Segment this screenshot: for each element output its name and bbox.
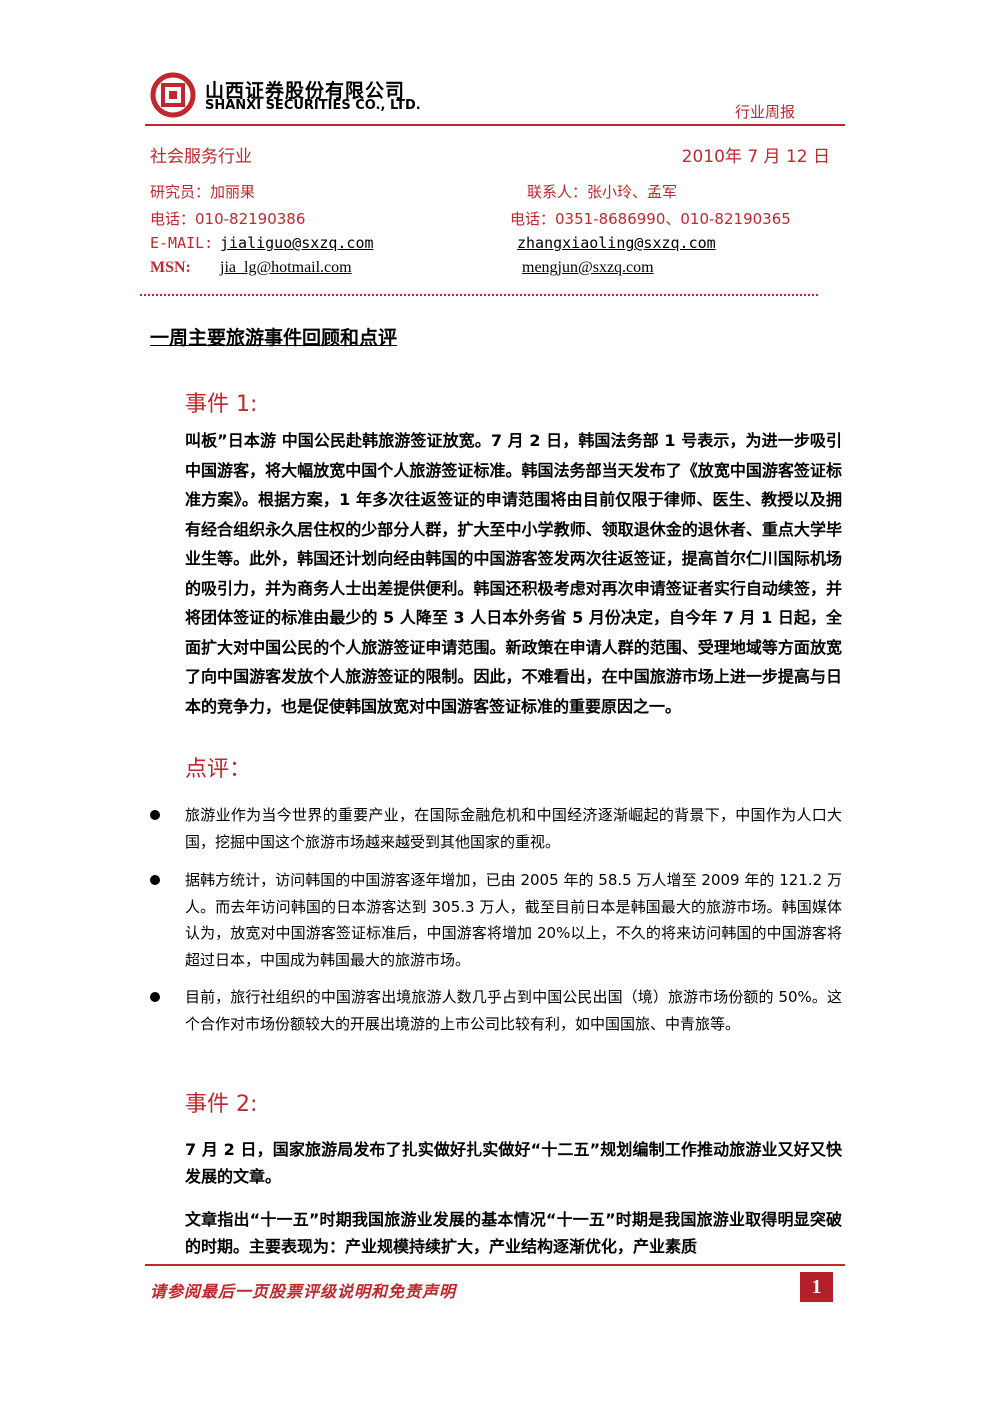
- phone: 电话：0351-8686990、010-82190365: [510, 210, 791, 228]
- dotted-rule: [140, 294, 818, 296]
- event-paragraph: 7 月 2 日，国家旅游局发布了扎实做好扎实做好“十二五”规划编制工作推动旅游业…: [185, 1140, 842, 1186]
- report-type: 行业周报: [735, 103, 796, 121]
- company-en: SHANXI SECURITIES CO., LTD.: [205, 98, 421, 113]
- event-paragraph: 文章指出“十一五”时期我国旅游业发展的基本情况“十一五”时期是我国旅游业取得明显…: [185, 1210, 842, 1256]
- bullet: [150, 810, 160, 820]
- msn[interactable]: mengjun@sxzq.com: [522, 259, 654, 276]
- email[interactable]: jialiguo@sxzq.com: [220, 234, 374, 252]
- bullet-text: 旅游业作为当今世界的重要产业，在国际金融危机和中国经济逐渐崛起的背景下，中国作为…: [185, 806, 842, 851]
- company-cn: 山西证券股份有限公司: [205, 80, 406, 102]
- email[interactable]: zhangxiaoling@sxzq.com: [517, 234, 716, 252]
- msn-label: MSN:: [150, 259, 191, 276]
- comment-heading: 点评：: [185, 757, 252, 782]
- header-rule: [145, 124, 845, 126]
- event-heading: 事件 1:: [185, 392, 258, 417]
- bullet: [150, 992, 160, 1002]
- footer-rule: [145, 1264, 845, 1266]
- contact: 联系人：张小玲、孟军: [527, 183, 678, 201]
- page-number: 1: [800, 1272, 833, 1302]
- logo: [150, 72, 196, 118]
- section-title: 一周主要旅游事件回顾和点评: [150, 327, 398, 349]
- bullet-text: 目前，旅行社组织的中国游客出境旅游人数几乎占到中国公民出国（境）旅游市场份额的 …: [185, 988, 842, 1033]
- event-heading: 事件 2:: [185, 1092, 258, 1117]
- phone: 电话：010-82190386: [150, 210, 306, 228]
- bullet-text: 据韩方统计，访问韩国的中国游客逐年增加，已由 2005 年的 58.5 万人增至…: [185, 871, 842, 969]
- date: 2010年 7 月 12 日: [681, 147, 830, 167]
- event-paragraph: 叫板”日本游 中国公民赴韩旅游签证放宽。7 月 2 日，韩国法务部 1 号表示，…: [185, 431, 842, 716]
- email-label: E-MAIL:: [150, 234, 214, 252]
- industry: 社会服务行业: [150, 147, 252, 167]
- disclaimer: 请参阅最后一页股票评级说明和免责声明: [150, 1282, 457, 1301]
- bullet: [150, 875, 160, 885]
- researcher: 研究员：加丽果: [150, 183, 256, 201]
- msn[interactable]: jia_lg@hotmail.com: [220, 259, 352, 276]
